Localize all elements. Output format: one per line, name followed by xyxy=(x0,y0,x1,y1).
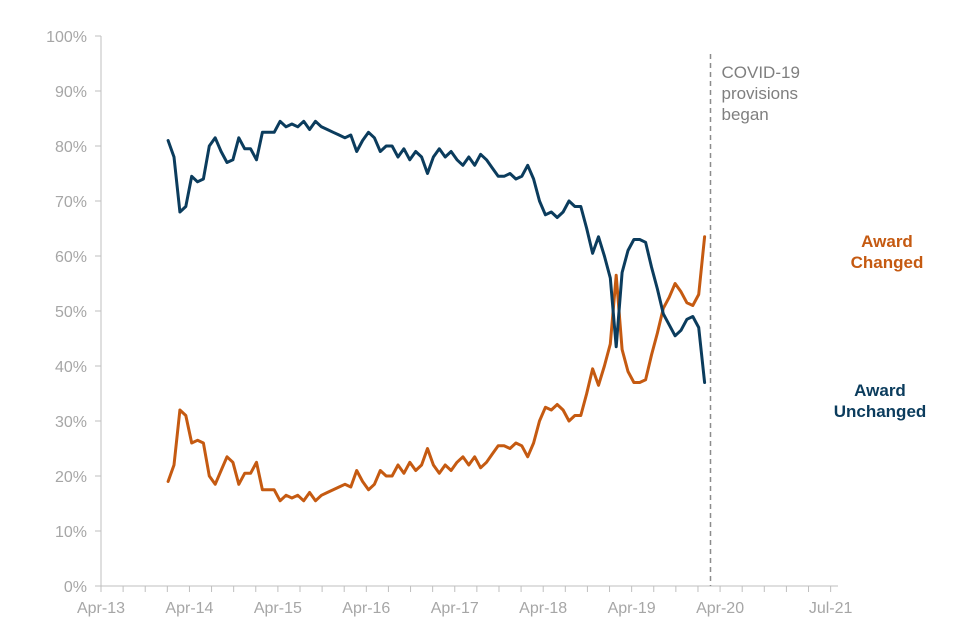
series-line-award-changed xyxy=(166,235,707,503)
y-tick-label: 50% xyxy=(55,304,87,321)
y-axis: 0% 10% 20% 30% 40% 50% 60% 70% 80% 90% 100% xyxy=(46,29,102,596)
x-tick-label: Apr-18 xyxy=(519,600,567,617)
y-tick-label: 90% xyxy=(55,84,87,101)
x-tick-label: Apr-20 xyxy=(696,600,744,617)
covid-annotation: COVID-19 provisions began xyxy=(709,54,800,586)
y-tick-label: 0% xyxy=(64,579,87,596)
series-line-award-unchanged xyxy=(166,119,707,384)
x-tick-label: Apr-14 xyxy=(165,600,213,617)
series-label-line: Award xyxy=(854,381,906,400)
x-tick-label: Apr-15 xyxy=(254,600,302,617)
y-tick-label: 20% xyxy=(55,469,87,486)
x-tick-label: Apr-16 xyxy=(342,600,390,617)
y-tick-label: 40% xyxy=(55,359,87,376)
x-axis: Apr-13 Apr-14 Apr-15 Apr-16 Apr-17 Apr-18 Apr-… xyxy=(77,585,853,617)
covid-annotation-text: COVID-19 provisions began xyxy=(721,63,799,124)
series-label-line: Award xyxy=(861,232,913,251)
y-tick-label: 30% xyxy=(55,414,87,431)
y-tick-label: 10% xyxy=(55,524,87,541)
series-label-line: Changed xyxy=(851,253,924,272)
series-labels: Award Changed Award Unchanged xyxy=(834,232,927,421)
covid-annotation-line: provisions xyxy=(721,84,798,103)
y-tick-label: 80% xyxy=(55,139,87,156)
y-tick-label: 100% xyxy=(46,29,87,46)
series-label-line: Unchanged xyxy=(834,402,927,421)
series-lines xyxy=(166,119,707,503)
x-tick-label: Jul-21 xyxy=(809,600,853,617)
x-tick-label: Apr-19 xyxy=(608,600,656,617)
y-tick-label: 60% xyxy=(55,249,87,266)
covid-annotation-line: began xyxy=(721,105,768,124)
x-tick-label: Apr-17 xyxy=(431,600,479,617)
x-tick-label: Apr-13 xyxy=(77,600,125,617)
covid-annotation-line: COVID-19 xyxy=(721,63,799,82)
series-label-award-changed: Award Changed xyxy=(851,232,924,272)
series-label-award-unchanged: Award Unchanged xyxy=(834,381,927,421)
y-tick-label: 70% xyxy=(55,194,87,211)
